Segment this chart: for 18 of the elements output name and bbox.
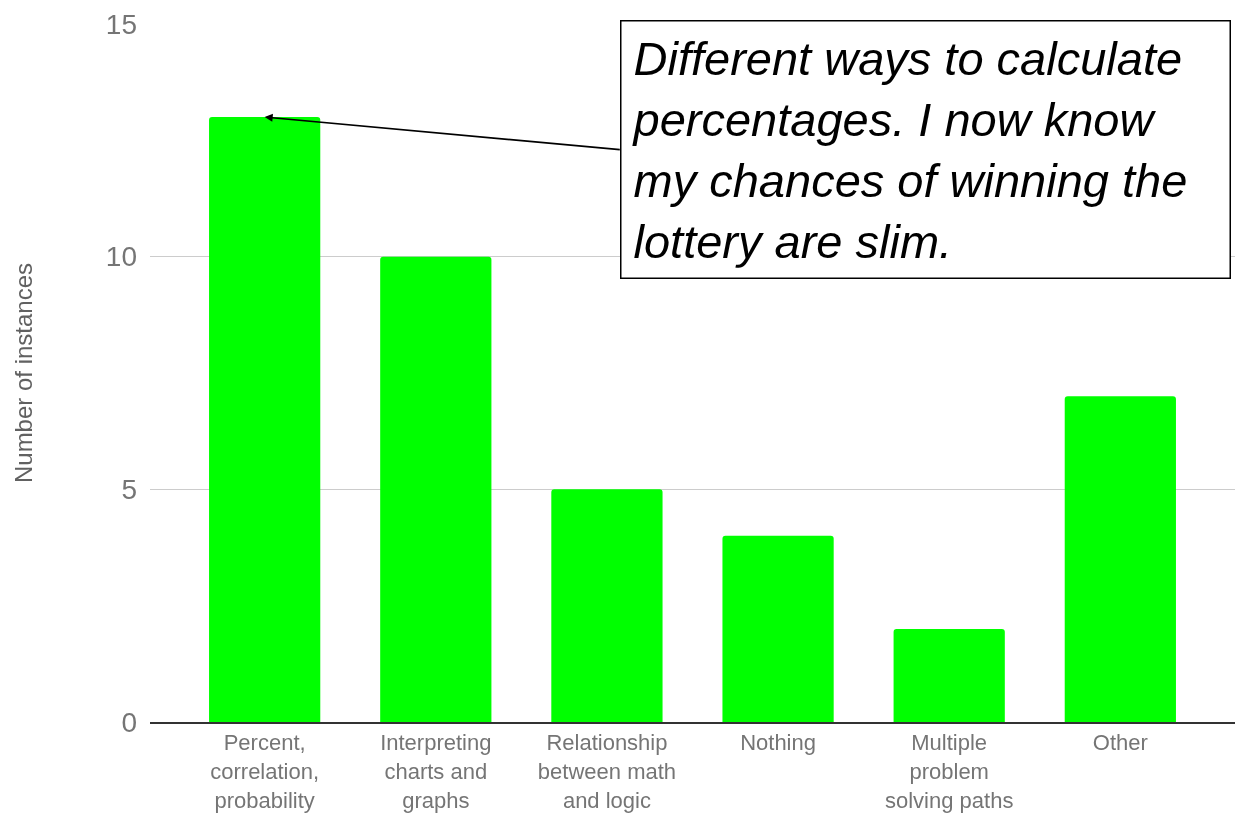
bar	[209, 117, 321, 722]
y-tick-label: 15	[105, 8, 137, 40]
x-tick-label: Multiple problem solving paths	[884, 730, 1014, 813]
bar	[551, 489, 663, 722]
x-tick-label: Other	[1092, 730, 1148, 756]
x-tick-label: Nothing	[740, 730, 816, 756]
bar	[722, 535, 834, 722]
x-tick-label: Interpreting charts and graphs	[380, 730, 492, 813]
x-tick-label: Relationship between math and logic	[537, 730, 677, 813]
bar	[1064, 396, 1176, 722]
x-tick-label: Percent, correlation, probability	[210, 730, 320, 813]
annotation: Different ways to calculate percentages. I now know my chances of winning the lottery are slim.	[631, 31, 1188, 268]
y-tick-label: 5	[121, 474, 137, 506]
bar	[380, 256, 492, 722]
y-tick-label: 10	[105, 241, 137, 273]
y-tick-label: 0	[121, 706, 137, 738]
y-axis-title: Number of instances	[9, 262, 37, 484]
bar	[893, 628, 1005, 722]
